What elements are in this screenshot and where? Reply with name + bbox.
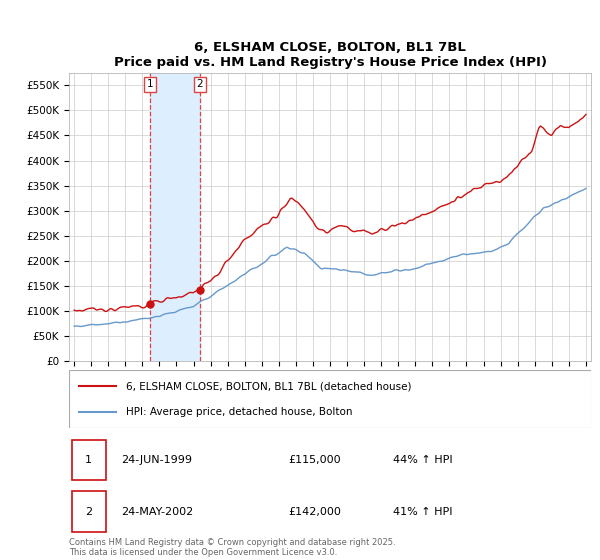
Text: £115,000: £115,000 <box>288 455 341 465</box>
Bar <box>151 73 200 361</box>
Text: 44% ↑ HPI: 44% ↑ HPI <box>392 455 452 465</box>
FancyBboxPatch shape <box>71 492 106 532</box>
Text: Contains HM Land Registry data © Crown copyright and database right 2025.
This d: Contains HM Land Registry data © Crown c… <box>69 538 395 557</box>
Text: HPI: Average price, detached house, Bolton: HPI: Average price, detached house, Bolt… <box>127 407 353 417</box>
Text: 2: 2 <box>197 80 203 90</box>
FancyBboxPatch shape <box>71 440 106 480</box>
Title: 6, ELSHAM CLOSE, BOLTON, BL1 7BL
Price paid vs. HM Land Registry's House Price I: 6, ELSHAM CLOSE, BOLTON, BL1 7BL Price p… <box>113 41 547 69</box>
Text: 1: 1 <box>85 455 92 465</box>
Text: 6, ELSHAM CLOSE, BOLTON, BL1 7BL (detached house): 6, ELSHAM CLOSE, BOLTON, BL1 7BL (detach… <box>127 381 412 391</box>
Text: 24-MAY-2002: 24-MAY-2002 <box>121 507 193 517</box>
Text: 41% ↑ HPI: 41% ↑ HPI <box>392 507 452 517</box>
Text: £142,000: £142,000 <box>288 507 341 517</box>
Text: 24-JUN-1999: 24-JUN-1999 <box>121 455 192 465</box>
Text: 1: 1 <box>147 80 154 90</box>
Text: 2: 2 <box>85 507 92 517</box>
